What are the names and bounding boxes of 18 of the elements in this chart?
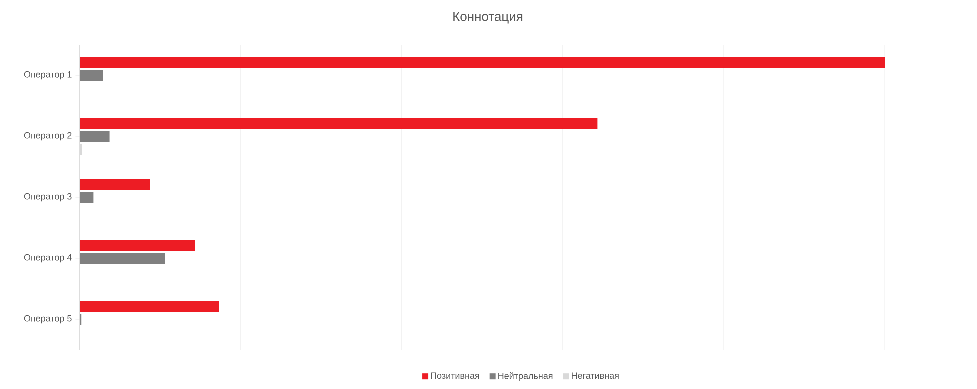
- y-tick-label: Оператор 4: [24, 254, 72, 263]
- chart-title: Коннотация: [454, 12, 523, 24]
- y-tick-label: Оператор 3: [24, 193, 72, 202]
- bar: [80, 70, 104, 82]
- y-tick-label: Оператор 1: [24, 71, 72, 80]
- bar: [80, 57, 886, 68]
- y-tick-label: Оператор 2: [24, 132, 72, 141]
- y-tick-label: Оператор 5: [24, 315, 72, 324]
- legend-label: Нейтральная: [498, 372, 553, 382]
- bar: [80, 192, 94, 204]
- bar: [80, 301, 220, 312]
- legend-label: Позитивная: [431, 372, 480, 380]
- legend-label: Негативная: [572, 372, 619, 380]
- bar: [80, 131, 110, 142]
- bar: [80, 179, 150, 190]
- bar: [80, 118, 598, 130]
- bar: [80, 253, 166, 264]
- bar: [80, 240, 196, 252]
